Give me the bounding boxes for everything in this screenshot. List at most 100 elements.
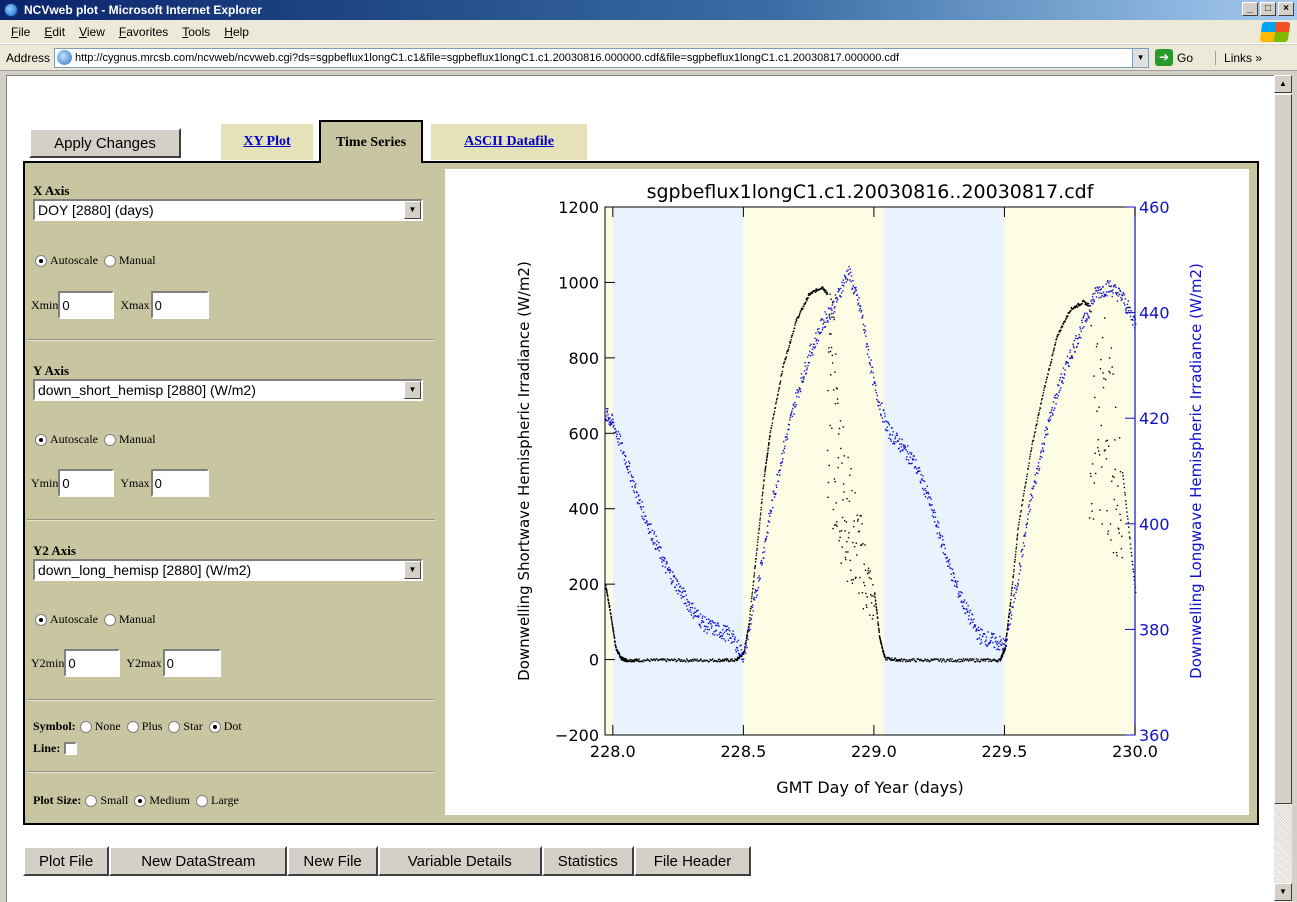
series-0-point: [1021, 499, 1024, 502]
series-1-point: [797, 391, 799, 394]
ymin-input[interactable]: [58, 469, 115, 497]
series-1-point: [648, 531, 651, 533]
links-button[interactable]: Links »: [1215, 50, 1262, 65]
menu-view[interactable]: View: [79, 24, 105, 39]
series-1-point: [875, 384, 877, 387]
tab-xy-plot-link[interactable]: XY Plot: [243, 134, 291, 149]
series-0-point: [765, 461, 768, 464]
series-1-point: [811, 348, 814, 350]
series-0-point: [940, 658, 942, 660]
x-axis-select[interactable]: DOY [2880] (days) ▼: [33, 199, 423, 221]
series-0-point: [808, 292, 811, 295]
series-1-point: [683, 602, 686, 605]
series-0-point: [1104, 449, 1106, 451]
xmin-input[interactable]: [58, 291, 115, 319]
x-autoscale-radio[interactable]: [35, 254, 47, 267]
apply-changes-button[interactable]: Apply Changes: [29, 128, 181, 158]
series-0-point: [1102, 372, 1104, 374]
series-0-point: [802, 307, 804, 310]
menu-favorites[interactable]: Favorites: [118, 24, 169, 39]
series-0-point: [1029, 455, 1031, 458]
series-1-point: [973, 624, 976, 626]
symbol-label: Symbol:: [33, 719, 76, 733]
menu-tools[interactable]: Tools: [182, 24, 211, 39]
tab-time-series[interactable]: Time Series: [319, 120, 423, 163]
new-file-button[interactable]: New File: [287, 846, 378, 876]
plot-size-medium-radio[interactable]: [134, 794, 147, 807]
y2-manual-radio[interactable]: [103, 613, 116, 626]
maximize-icon[interactable]: □: [1260, 2, 1276, 16]
y-axis-select[interactable]: down_short_hemisp [2880] (W/m2) ▼: [33, 379, 423, 401]
menu-edit[interactable]: Edit: [44, 24, 66, 39]
symbol-plus-radio[interactable]: [126, 720, 139, 733]
menu-help[interactable]: Help: [224, 24, 249, 39]
series-0-point: [783, 361, 785, 364]
tab-xy-plot[interactable]: XY Plot: [221, 124, 313, 160]
close-icon[interactable]: ×: [1278, 2, 1294, 16]
y2min-input[interactable]: [64, 649, 121, 677]
address-url[interactable]: http://cygnus.mrcsb.com/ncvweb/ncvweb.cg…: [75, 51, 900, 64]
series-1-point: [746, 646, 748, 649]
minimize-icon[interactable]: _: [1242, 2, 1258, 16]
xmax-input[interactable]: [150, 291, 209, 319]
y2-axis-select[interactable]: down_long_hemisp [2880] (W/m2) ▼: [33, 559, 423, 581]
symbol-none-radio[interactable]: [79, 720, 92, 733]
plot-file-button[interactable]: Plot File: [23, 846, 110, 876]
menu-file[interactable]: File: [11, 24, 31, 39]
chevron-down-icon[interactable]: ▼: [404, 381, 421, 399]
address-input[interactable]: http://cygnus.mrcsb.com/ncvweb/ncvweb.cg…: [54, 47, 1150, 68]
series-1-point: [1041, 447, 1044, 449]
new-datastream-button[interactable]: New DataStream: [109, 846, 288, 876]
scroll-track[interactable]: [1274, 805, 1292, 883]
series-0-point: [1018, 518, 1021, 521]
series-0-point: [750, 597, 753, 600]
series-0-point: [678, 659, 681, 661]
scroll-down-icon[interactable]: ▼: [1274, 883, 1292, 901]
series-1-point: [1123, 302, 1125, 304]
line-checkbox[interactable]: [64, 742, 78, 755]
statistics-button[interactable]: Statistics: [541, 846, 634, 876]
series-0-point: [617, 652, 619, 655]
tab-ascii-datafile-link[interactable]: ASCII Datafile: [464, 134, 554, 149]
series-1-point: [981, 629, 983, 631]
plot-size-small-radio[interactable]: [85, 794, 98, 807]
y-autoscale-radio[interactable]: [35, 433, 47, 446]
symbol-star-radio[interactable]: [168, 720, 181, 733]
series-1-point: [1128, 306, 1130, 309]
series-0-point: [1121, 535, 1123, 537]
series-0-point: [1027, 465, 1030, 467]
series-1-point: [1074, 337, 1077, 340]
ymax-input[interactable]: [150, 469, 209, 497]
scroll-up-icon[interactable]: ▲: [1274, 75, 1292, 93]
series-1-point: [891, 434, 894, 436]
x-manual-radio[interactable]: [103, 254, 116, 267]
y-axis-select-value: down_short_hemisp [2880] (W/m2): [38, 382, 256, 398]
tab-ascii-datafile[interactable]: ASCII Datafile: [431, 124, 587, 160]
y2max-input[interactable]: [162, 649, 221, 677]
file-header-button[interactable]: File Header: [633, 846, 752, 876]
series-1-point: [1112, 292, 1114, 294]
chevron-down-icon[interactable]: ▼: [1132, 48, 1149, 67]
y2-autoscale-radio[interactable]: [35, 613, 47, 626]
series-1-point: [912, 459, 914, 461]
series-1-point: [621, 442, 623, 444]
go-button[interactable]: ➔ Go: [1155, 49, 1193, 66]
series-1-point: [1062, 382, 1064, 384]
plot-size-large-radio[interactable]: [196, 794, 209, 807]
chevron-down-icon[interactable]: ▼: [404, 201, 421, 219]
variable-details-button[interactable]: Variable Details: [377, 846, 542, 876]
series-0-point: [605, 589, 608, 591]
series-1-point: [1005, 645, 1008, 647]
symbol-dot-radio[interactable]: [208, 720, 221, 733]
series-1-point: [747, 628, 750, 631]
series-1-point: [1125, 310, 1127, 312]
vertical-scrollbar[interactable]: ▲ ▼: [1274, 75, 1292, 902]
series-1-point: [881, 417, 884, 419]
scroll-thumb[interactable]: [1274, 94, 1292, 804]
series-0-point: [786, 350, 788, 353]
y-tick-label: 1000: [558, 273, 599, 292]
y-manual-radio[interactable]: [103, 433, 116, 446]
chevron-down-icon[interactable]: ▼: [404, 561, 421, 579]
series-1-point: [1097, 287, 1099, 289]
series-1-point: [1064, 369, 1066, 371]
